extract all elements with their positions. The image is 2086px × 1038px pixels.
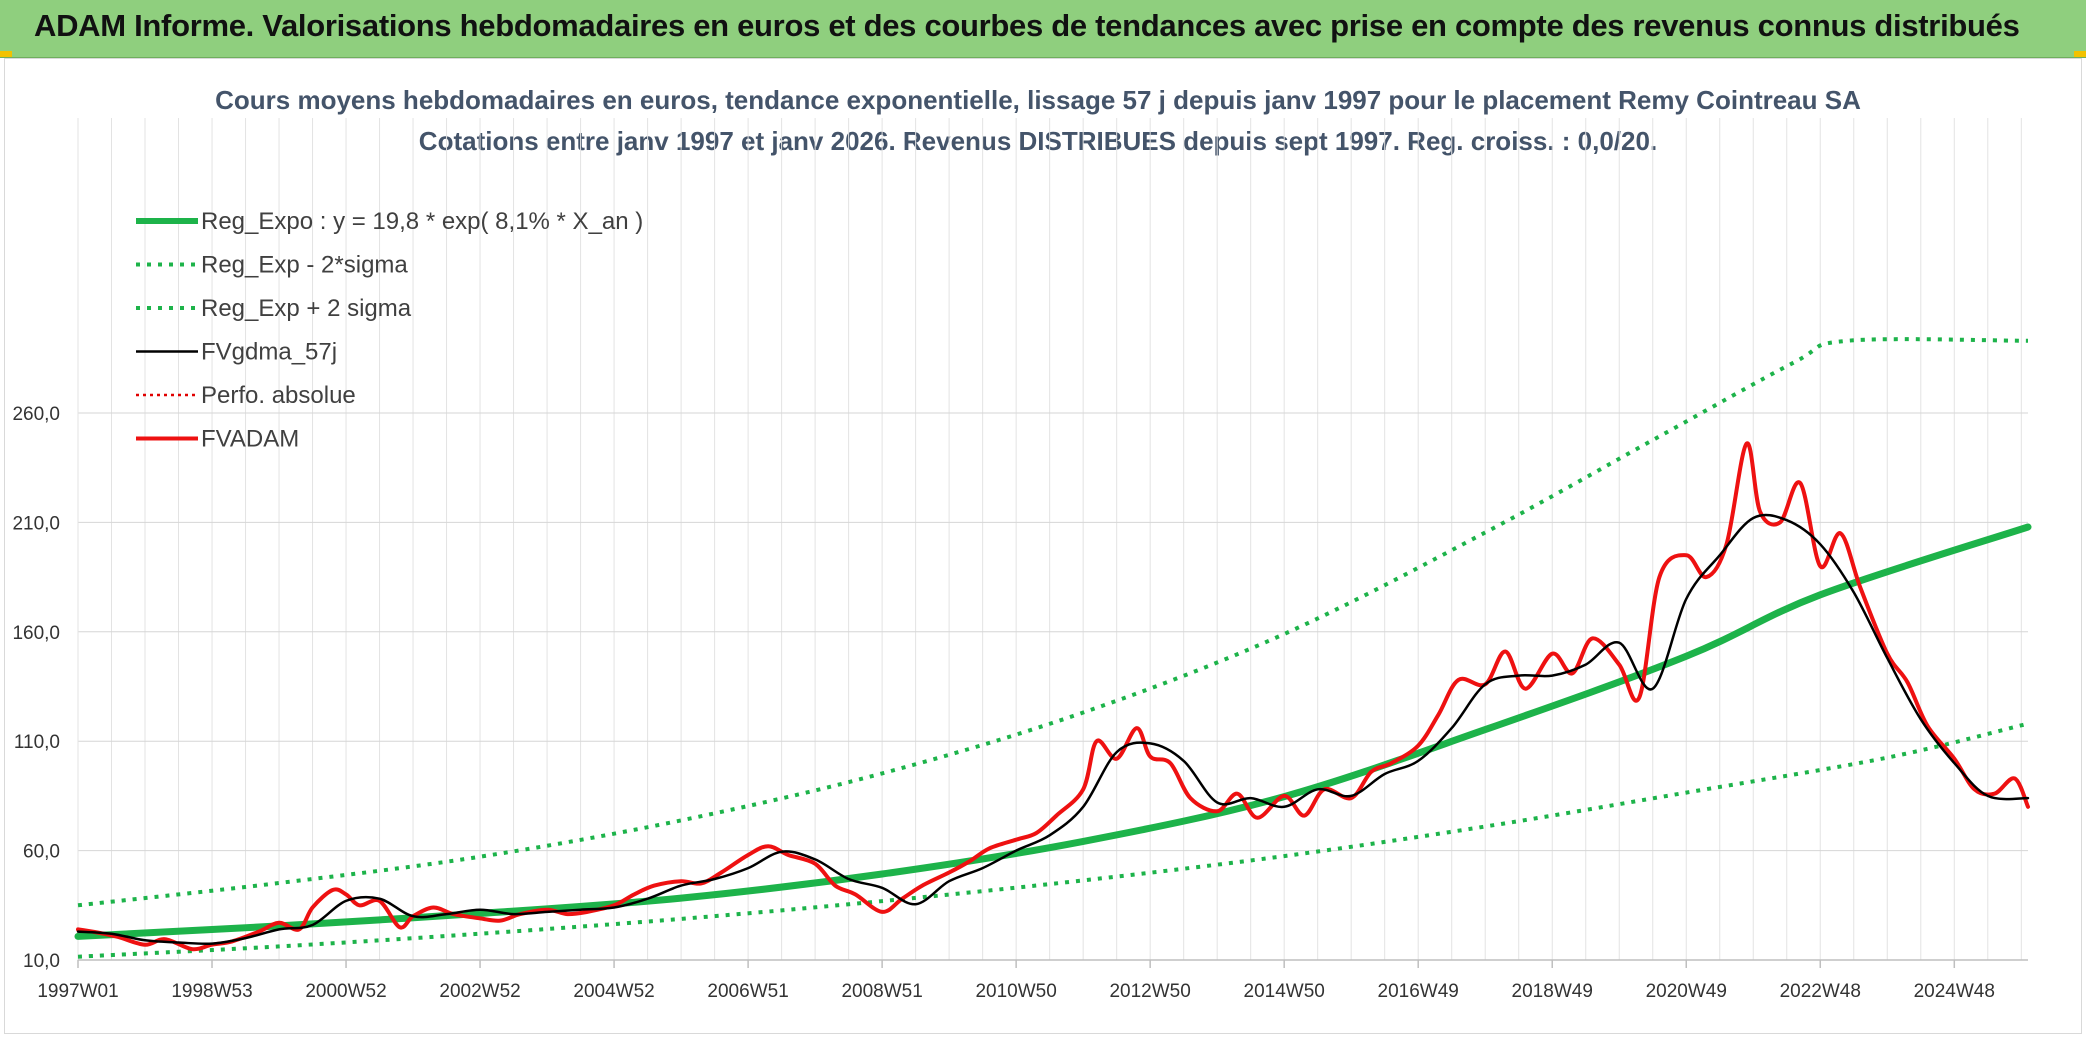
x-tick-label: 1998W53	[171, 981, 252, 1002]
series-line-3	[76, 513, 2030, 946]
y-tick-label: 110,0	[14, 732, 60, 753]
corner-marker-right	[2074, 51, 2086, 57]
legend-label: Reg_Exp + 2 sigma	[201, 295, 412, 322]
y-tick-label: 160,0	[12, 623, 60, 644]
series-group	[74, 337, 2032, 959]
x-tick-label: 2020W49	[1646, 981, 1727, 1002]
legend-label: Reg_Expo : y = 19,8 * exp( 8,1% * X_an )	[201, 208, 643, 235]
x-tick-label: 1997W01	[37, 981, 118, 1002]
y-tick-label: 260,0	[12, 404, 60, 425]
x-axis: 1997W01 1998W53 2000W52 2002W52 2004W52 2006W…	[37, 959, 2028, 1002]
x-tick-label: 2024W48	[1914, 981, 1995, 1002]
chart-frame	[4, 58, 2082, 1034]
x-tick-label: 2002W52	[439, 981, 520, 1002]
series-line-5	[76, 441, 2030, 952]
legend-label: Reg_Exp - 2*sigma	[201, 252, 408, 279]
x-tick-label: 2010W50	[975, 981, 1056, 1002]
legend: Reg_Expo : y = 19,8 * exp( 8,1% * X_an )…	[136, 208, 643, 453]
x-tick-label: 2000W52	[305, 981, 386, 1002]
y-tick-label: 60,0	[23, 842, 60, 863]
legend-label: Perfo. absolue	[201, 382, 356, 409]
x-tick-label: 2018W49	[1512, 981, 1593, 1002]
corner-marker-left	[0, 51, 12, 57]
grid	[77, 118, 2028, 960]
page-title: ADAM Informe. Valorisations hebdomadaire…	[34, 8, 2020, 43]
chart-title-line2: Cotations entre janv 1997 et janv 2026. …	[419, 126, 1657, 156]
y-tick-label: 210,0	[12, 513, 60, 534]
chart-title-line1: Cours moyens hebdomadaires en euros, ten…	[215, 85, 1861, 115]
x-tick-label: 2006W51	[707, 981, 788, 1002]
x-tick-label: 2008W51	[841, 981, 922, 1002]
x-tick-label: 2014W50	[1244, 981, 1325, 1002]
y-axis: 10,0 60,0 110,0 160,0 210,0 260,0	[12, 404, 60, 972]
legend-label: FVADAM	[201, 426, 299, 453]
series-line-0	[74, 523, 2032, 940]
header-banner: ADAM Informe. Valorisations hebdomadaire…	[0, 0, 2086, 58]
x-tick-label: 2016W49	[1378, 981, 1459, 1002]
x-tick-label: 2004W52	[573, 981, 654, 1002]
x-tick-label: 2022W48	[1780, 981, 1861, 1002]
legend-label: FVgdma_57j	[201, 339, 337, 366]
y-tick-label: 10,0	[23, 951, 60, 972]
x-tick-label: 2012W50	[1109, 981, 1190, 1002]
